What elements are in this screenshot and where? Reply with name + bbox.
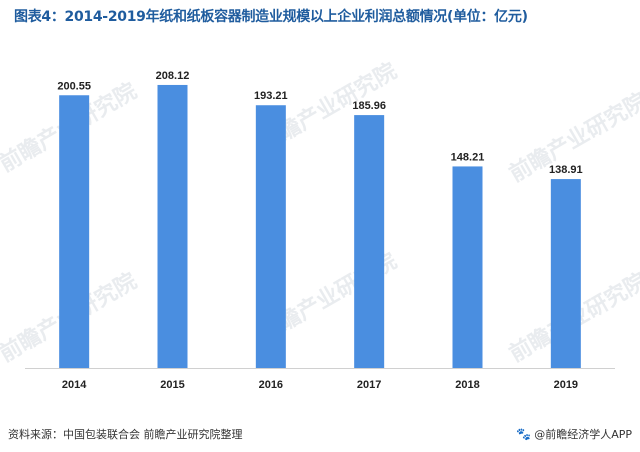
value-label-2019: 138.91 xyxy=(549,164,583,176)
bar-2018 xyxy=(452,166,483,368)
x-tick-label-2017: 2017 xyxy=(357,379,381,391)
bar-chart: 200.55 2014 208.12 2015 193.21 2016 185.96 2017… xyxy=(25,70,615,391)
x-tick-label-2018: 2018 xyxy=(455,379,479,391)
value-label-2017: 185.96 xyxy=(352,100,386,112)
bar-2019 xyxy=(550,179,581,368)
x-tick-label-2015: 2015 xyxy=(160,379,184,391)
value-label-2018: 148.21 xyxy=(451,151,485,163)
x-tick-label-2019: 2019 xyxy=(554,379,578,391)
bar-2014 xyxy=(59,95,90,368)
source-note: 资料来源：中国包装联合会 前瞻产业研究院整理 xyxy=(8,428,243,441)
chart-title: 图表4：2014-2019年纸和纸板容器制造业规模以上企业利润总额情况(单位：亿… xyxy=(14,9,528,25)
paw-icon: 🐾 xyxy=(516,427,532,441)
bar-2015 xyxy=(157,84,188,369)
x-tick-label-2014: 2014 xyxy=(62,379,87,391)
value-label-2016: 193.21 xyxy=(254,90,288,102)
brand-label: @前瞻经济学人APP xyxy=(534,428,632,441)
value-label-2015: 208.12 xyxy=(156,70,190,82)
value-label-2014: 200.55 xyxy=(57,80,91,92)
x-tick-label-2016: 2016 xyxy=(259,379,283,391)
brand-credit: 🐾 @前瞻经济学人APP xyxy=(516,426,632,442)
bar-2017 xyxy=(354,115,385,369)
bar-2016 xyxy=(255,105,286,368)
